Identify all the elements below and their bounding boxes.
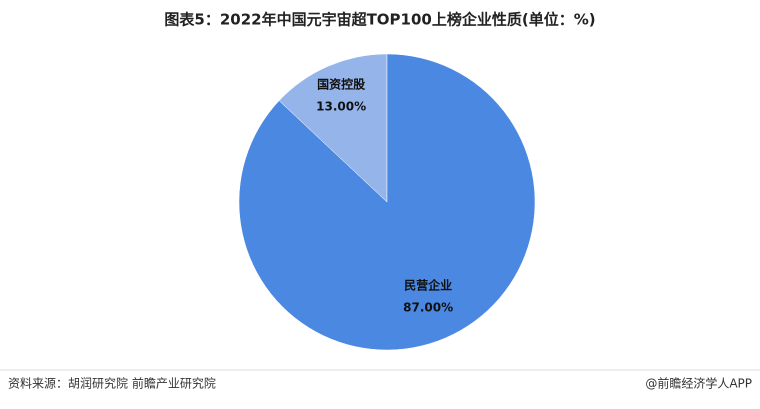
credit: @前瞻经济学人APP: [645, 376, 752, 391]
source-note: 资料来源：胡润研究院 前瞻产业研究院: [8, 376, 216, 391]
slice-value: 13.00%: [316, 100, 366, 114]
slice-label: 国资控股: [317, 77, 366, 92]
slice-value: 87.00%: [403, 301, 453, 315]
pie-slice: [278, 53, 388, 203]
pie-slice: [238, 53, 536, 351]
slice-label: 民营企业: [404, 278, 452, 293]
chart-title: 图表5：2022年中国元宇宙超TOP100上榜企业性质(单位：%): [164, 11, 595, 29]
